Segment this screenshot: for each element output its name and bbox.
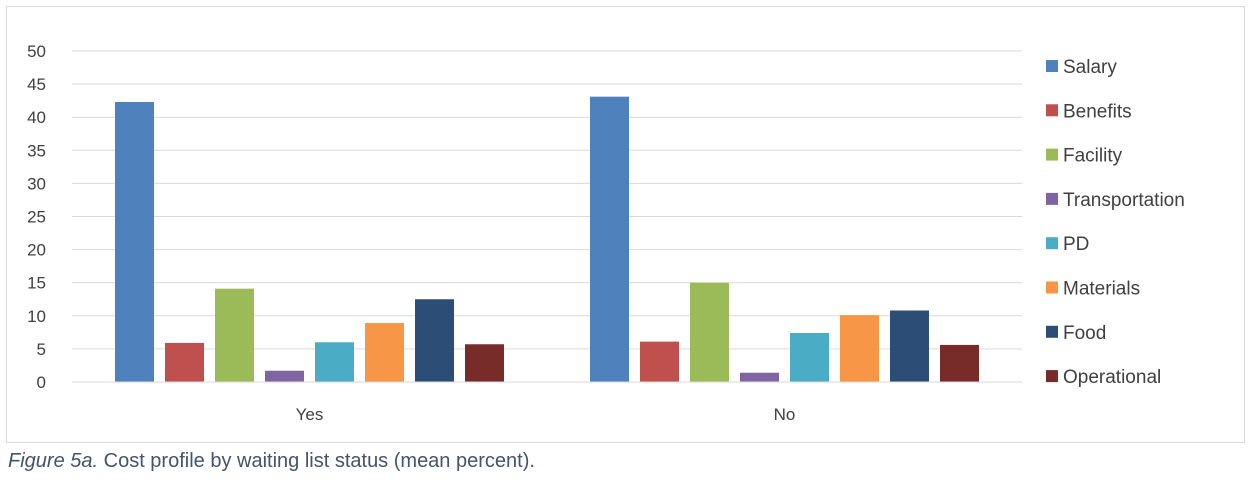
legend-swatch-benefits	[1046, 104, 1058, 117]
y-tick-label: 35	[27, 141, 46, 160]
figure-caption: Figure 5a. Cost profile by waiting list …	[8, 450, 535, 473]
legend-swatch-salary	[1046, 60, 1058, 72]
legend-swatch-operational	[1046, 370, 1058, 383]
bar-pd-yes	[315, 342, 354, 382]
bar-transportation-no	[740, 372, 779, 382]
y-tick-label: 45	[27, 75, 46, 94]
y-tick-label: 40	[27, 108, 46, 127]
x-tick-label: Yes	[296, 405, 324, 424]
bar-facility-no	[690, 282, 729, 382]
y-tick-label: 10	[27, 307, 46, 326]
y-tick-label: 50	[27, 42, 46, 61]
legend: Salary Benefits Facility Transportation PD Ma…	[1046, 57, 1185, 388]
gridlines	[72, 50, 1022, 350]
y-axis-ticks: 0 5 10 15 20 25 30 35 40 45 50	[27, 42, 46, 392]
y-tick-label: 5	[37, 340, 46, 359]
y-tick-label: 30	[27, 174, 46, 193]
bar-benefits-yes	[165, 342, 204, 382]
bar-operational-no	[940, 344, 979, 382]
bar-chart: 0 5 10 15 20 25 30 35 40 45 50 Yes No Salary Benefit…	[27, 42, 1185, 424]
legend-label-transportation: Transportation	[1063, 190, 1185, 211]
bar-materials-no	[840, 315, 879, 382]
bar-salary-no	[590, 96, 629, 382]
bar-food-no	[890, 310, 929, 382]
bar-food-yes	[415, 299, 454, 382]
bar-materials-yes	[365, 323, 404, 382]
legend-label-operational: Operational	[1063, 367, 1161, 388]
bar-pd-no	[790, 333, 829, 382]
legend-swatch-facility	[1046, 148, 1058, 161]
y-tick-label: 25	[27, 208, 46, 227]
y-tick-label: 20	[27, 241, 46, 260]
legend-swatch-pd	[1046, 237, 1058, 250]
bar-benefits-no	[640, 341, 679, 382]
legend-label-pd: PD	[1063, 234, 1089, 255]
legend-swatch-materials	[1046, 281, 1058, 294]
y-tick-label: 15	[27, 274, 46, 293]
x-tick-label: No	[774, 405, 796, 424]
bar-facility-yes	[215, 288, 254, 382]
bar-transportation-yes	[265, 370, 304, 382]
chart-frame	[6, 6, 1245, 443]
x-axis: Yes No	[72, 381, 1022, 424]
legend-swatch-food	[1046, 325, 1058, 338]
bar-operational-yes	[465, 344, 504, 382]
legend-label-facility: Facility	[1063, 146, 1123, 167]
legend-label-food: Food	[1063, 323, 1106, 344]
figure-label: Figure 5a.	[8, 450, 99, 472]
legend-label-benefits: Benefits	[1063, 101, 1132, 122]
legend-label-salary: Salary	[1063, 57, 1117, 78]
legend-label-materials: Materials	[1063, 279, 1140, 300]
bars	[115, 96, 979, 382]
legend-swatch-transportation	[1046, 192, 1058, 205]
bar-salary-yes	[115, 101, 154, 382]
caption-text: Cost profile by waiting list status (mea…	[103, 450, 535, 472]
y-tick-label: 0	[37, 373, 46, 392]
